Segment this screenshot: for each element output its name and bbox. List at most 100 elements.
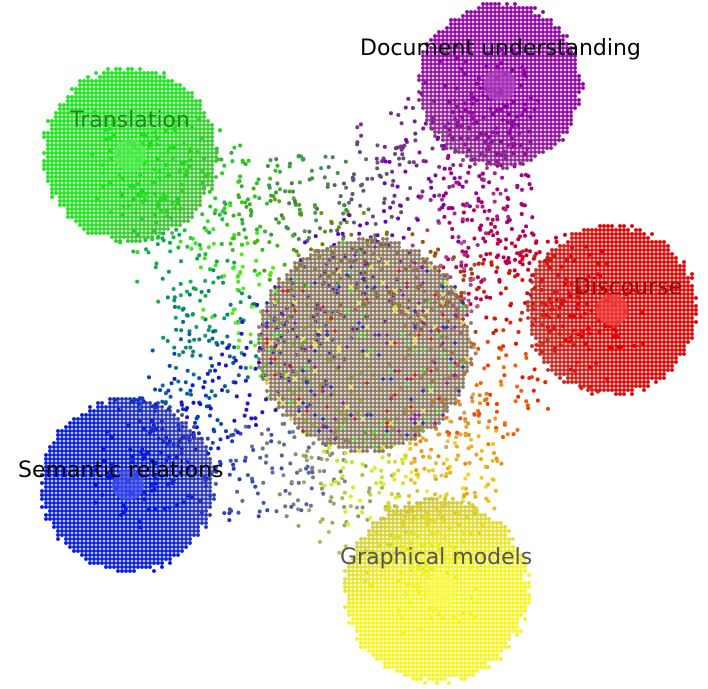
- cluster-dot-translation: [154, 87, 158, 91]
- hub-dot: [453, 361, 457, 365]
- hub-dot: [349, 257, 353, 261]
- cluster-dot-translation: [126, 83, 130, 87]
- scatter-dot: [219, 157, 224, 162]
- scatter-dot: [167, 363, 172, 368]
- hub-dot: [469, 345, 473, 349]
- scatter-dot: [469, 395, 474, 400]
- hub-dot: [341, 425, 345, 429]
- cluster-dot-translation: [102, 103, 106, 107]
- cluster-dot-translation: [86, 83, 90, 87]
- scatter-dot: [225, 312, 230, 317]
- hub-dot: [413, 261, 417, 265]
- hub-dot: [333, 393, 337, 397]
- hub-dot: [297, 305, 301, 309]
- cluster-dot-translation: [194, 99, 198, 103]
- hub-dot: [269, 389, 273, 393]
- hub-dot: [397, 269, 401, 273]
- hub-dot: [373, 397, 377, 401]
- hub-dot: [397, 437, 401, 441]
- hub-dot: [409, 385, 413, 389]
- cluster-dot-translation: [126, 75, 130, 79]
- hub-dot: [437, 397, 441, 401]
- hub-dot: [349, 249, 353, 253]
- hub-dot: [385, 393, 389, 397]
- scatter-dot: [492, 171, 497, 176]
- hub-dot: [349, 365, 353, 369]
- hub-dot: [449, 337, 453, 341]
- hub-dot: [389, 265, 393, 269]
- hub-dot: [365, 381, 369, 385]
- hub-dot: [325, 361, 329, 365]
- cluster-dot-translation: [58, 123, 62, 127]
- hub-dot: [317, 417, 321, 421]
- hub-dot: [381, 265, 385, 269]
- hub-dot: [289, 385, 293, 389]
- hub-dot: [413, 289, 417, 293]
- scatter-dot: [495, 217, 500, 222]
- cluster-dot-translation: [98, 79, 102, 83]
- hub-dot: [401, 265, 405, 269]
- scatter-dot: [200, 315, 205, 320]
- hub-dot: [445, 289, 449, 293]
- scatter-dot: [506, 197, 511, 201]
- hub-dot: [393, 397, 397, 401]
- hub-dot: [345, 341, 349, 345]
- cluster-dot-translation: [98, 107, 102, 111]
- hub-dot: [305, 389, 309, 393]
- cluster-dot-translation: [94, 95, 98, 99]
- hub-dot: [285, 317, 289, 321]
- scatter-dot: [156, 299, 161, 304]
- cluster-dot-translation: [134, 115, 138, 119]
- hub-dot: [429, 313, 433, 317]
- cluster-dot-translation: [170, 95, 174, 99]
- hub-dot: [317, 405, 321, 409]
- scatter-dot: [258, 224, 263, 229]
- scatter-dot: [313, 204, 318, 209]
- scatter-dot: [268, 273, 273, 278]
- scatter-dot: [525, 291, 530, 296]
- hub-dot: [313, 281, 317, 285]
- scatter-dot: [171, 235, 176, 240]
- scatter-dot: [484, 252, 489, 257]
- hub-dot: [413, 273, 417, 277]
- cluster-dot-translation: [70, 103, 74, 107]
- scatter-dot: [332, 183, 337, 188]
- hub-dot: [409, 353, 413, 357]
- hub-dot: [437, 369, 441, 373]
- hub-dot: [445, 409, 449, 413]
- hub-dot: [345, 253, 349, 257]
- hub-dot: [401, 397, 405, 401]
- hub-dot: [325, 337, 329, 341]
- hub-dot: [337, 301, 341, 305]
- hub-dot: [277, 281, 281, 285]
- hub-dot: [381, 285, 385, 289]
- scatter-dot: [242, 413, 247, 418]
- hub-dot: [409, 277, 413, 281]
- cluster-dot-translation: [138, 71, 142, 75]
- cluster-dot-translation: [158, 119, 162, 123]
- scatter-dot: [524, 355, 529, 360]
- scatter-dot: [468, 278, 473, 283]
- hub-dot: [333, 373, 337, 377]
- hub-dot: [397, 425, 401, 429]
- cluster-dot-translation: [174, 91, 178, 95]
- hub-dot: [441, 369, 445, 373]
- cluster-dot-translation: [122, 71, 126, 75]
- hub-dot: [433, 317, 437, 321]
- hub-dot: [293, 357, 297, 361]
- hub-dot: [333, 249, 337, 253]
- scatter-dot: [513, 274, 518, 279]
- hub-dot: [309, 425, 313, 429]
- hub-dot: [433, 413, 437, 417]
- scatter-dot: [277, 492, 282, 497]
- hub-dot: [421, 313, 425, 317]
- hub-dot: [345, 261, 349, 265]
- scatter-dot: [277, 440, 282, 445]
- hub-dot: [377, 397, 381, 401]
- scatter-dot: [463, 419, 468, 424]
- hub-dot: [437, 277, 441, 281]
- hub-dot: [301, 281, 305, 285]
- hub-dot: [413, 421, 417, 425]
- hub-dot: [273, 369, 277, 373]
